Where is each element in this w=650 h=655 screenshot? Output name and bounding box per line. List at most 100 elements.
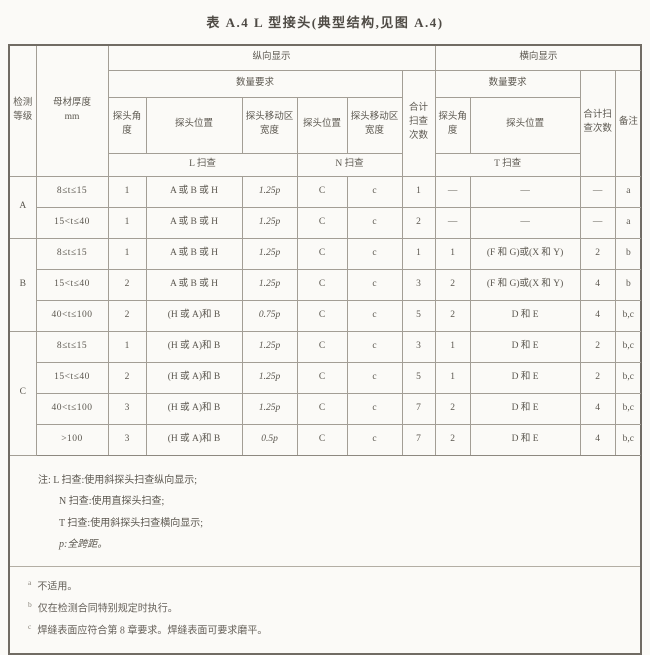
cell-l-angle: 3 <box>107 423 147 456</box>
cell-t-total: 2 <box>579 237 616 270</box>
header-row-4: L 扫查 N 扫查 T 扫查 <box>10 152 641 177</box>
cell-n-width: c <box>346 423 403 456</box>
cell-l-width: 1.25p <box>241 206 298 239</box>
footnote-b: b 仅在检测合同特别规定时执行。 <box>28 597 640 619</box>
cell-l-angle: 2 <box>107 268 147 301</box>
header-probe-angle-t: 探头角度 <box>434 96 471 154</box>
cell-t-total: 4 <box>579 268 616 301</box>
table-row: 15<t≤40 1 A 或 B 或 H 1.25p C c 2 — — — a <box>10 206 642 239</box>
table-row: B 8≤t≤15 1 A 或 B 或 H 1.25p C c 1 1 (F 和 … <box>10 237 642 332</box>
header-total-trans: 合计扫查次数 <box>579 69 616 177</box>
table-notes: 注: L 扫查:使用斜探头扫查纵向显示; N 扫查:使用直探头扫查; T 扫查:… <box>10 456 640 566</box>
cell-l-width: 1.25p <box>241 237 298 270</box>
cell-l-position: (H 或 A)和 B <box>145 299 243 332</box>
header-scan-l: L 扫查 <box>107 152 298 177</box>
cell-n-position: C <box>296 206 348 239</box>
cell-l-total: 1 <box>401 175 436 208</box>
cell-n-width: c <box>346 206 403 239</box>
cell-l-angle: 2 <box>107 361 147 394</box>
header-remark: 备注 <box>614 69 642 177</box>
cell-n-position: C <box>296 175 348 208</box>
cell-t-total: 2 <box>579 361 616 394</box>
cell-n-width: c <box>346 330 403 363</box>
cell-remark: b,c <box>614 330 642 363</box>
cell-t-position: — <box>469 206 581 239</box>
header-quantity-trans: 数量要求 <box>434 69 581 98</box>
cell-n-position: C <box>296 330 348 363</box>
footnote-marker: c <box>28 622 32 632</box>
page-title: 表 A.4 L 型接头(典型结构,见图 A.4) <box>206 15 444 30</box>
cell-l-width: 0.75p <box>241 299 298 332</box>
footnote-marker: b <box>28 599 32 609</box>
cell-level: A <box>10 175 37 239</box>
header-transverse: 横向显示 <box>434 46 642 71</box>
cell-l-width: 1.25p <box>241 268 298 301</box>
table-footnotes: a 不适用。 b 仅在检测合同特别规定时执行。 c 焊缝表面应符合第 8 章要求。焊缝… <box>10 565 640 654</box>
header-quantity-long: 数量要求 <box>107 69 403 98</box>
cell-t-angle: — <box>434 175 471 208</box>
cell-thickness: 40<t≤100 <box>35 299 109 332</box>
footnote-c: c 焊缝表面应符合第 8 章要求。焊缝表面可要求磨平。 <box>28 619 640 641</box>
cell-n-width: c <box>346 175 403 208</box>
cell-thickness: >100 <box>35 423 109 456</box>
table-row: C 8≤t≤15 1 (H 或 A)和 B 1.25p C c 3 1 D 和 … <box>10 330 642 456</box>
cell-l-total: 3 <box>401 268 436 301</box>
cell-l-width: 1.25p <box>241 175 298 208</box>
footnote-text: 焊缝表面应符合第 8 章要求。焊缝表面可要求磨平。 <box>37 625 268 637</box>
cell-remark: a <box>614 175 642 208</box>
cell-t-position: (F 和 G)或(X 和 Y) <box>469 268 581 301</box>
header-probe-width-n: 探头移动区宽度 <box>346 96 403 154</box>
cell-t-total: — <box>579 206 616 239</box>
cell-l-position: A 或 B 或 H <box>145 206 243 239</box>
cell-t-total: 2 <box>579 330 616 363</box>
cell-remark: b,c <box>614 423 642 456</box>
cell-n-width: c <box>346 392 403 425</box>
footnote-a: a 不适用。 <box>28 575 640 597</box>
cell-thickness: 40<t≤100 <box>35 392 109 425</box>
cell-n-width: c <box>346 237 403 270</box>
cell-n-position: C <box>296 268 348 301</box>
cell-l-total: 1 <box>401 237 436 270</box>
cell-l-width: 1.25p <box>241 361 298 394</box>
header-probe-position-t: 探头位置 <box>469 96 581 154</box>
header-thickness-unit: mm <box>64 111 80 122</box>
table-row: 15<t≤40 2 (H 或 A)和 B 1.25p C c 5 1 D 和 E… <box>10 361 642 394</box>
cell-n-width: c <box>346 268 403 301</box>
cell-t-angle: — <box>434 206 471 239</box>
cell-t-position: D 和 E <box>469 330 581 363</box>
header-longitudinal: 纵向显示 <box>107 46 436 71</box>
table-row: 40<t≤100 3 (H 或 A)和 B 1.25p C c 7 2 D 和 … <box>10 392 642 425</box>
cell-l-width: 1.25p <box>241 330 298 363</box>
note-text: L 扫查:使用斜探头扫查纵向显示; <box>53 474 198 486</box>
cell-remark: b,c <box>614 361 642 394</box>
cell-l-total: 2 <box>401 206 436 239</box>
table-sheet: 检测等级 母材厚度 mm 纵向显示 横向显示 数量要求 合计扫查次数 数量要求 … <box>8 44 642 655</box>
header-row-2: 数量要求 合计扫查次数 数量要求 合计扫查次数 备注 <box>10 69 642 177</box>
cell-l-total: 3 <box>401 330 436 363</box>
cell-l-position: A 或 B 或 H <box>145 175 243 208</box>
header-probe-position-n: 探头位置 <box>296 96 348 154</box>
cell-thickness: 15<t≤40 <box>35 361 109 394</box>
header-level: 检测等级 <box>10 46 37 177</box>
cell-n-position: C <box>296 299 348 332</box>
footnote-text: 仅在检测合同特别规定时执行。 <box>37 603 178 615</box>
cell-n-width: c <box>346 299 403 332</box>
header-row-3: 探头角度 探头位置 探头移动区宽度 探头位置 探头移动区宽度 探头角度 探头位置 <box>10 96 641 154</box>
cell-t-total: 4 <box>579 392 616 425</box>
header-total-long: 合计扫查次数 <box>401 69 436 177</box>
cell-l-position: A 或 B 或 H <box>145 237 243 270</box>
cell-n-position: C <box>296 423 348 456</box>
cell-l-position: (H 或 A)和 B <box>145 361 243 394</box>
cell-l-angle: 3 <box>107 392 147 425</box>
cell-l-angle: 1 <box>107 206 147 239</box>
cell-l-position: A 或 B 或 H <box>145 268 243 301</box>
cell-level: C <box>10 330 37 456</box>
footnote-text: 不适用。 <box>37 580 78 592</box>
header-probe-width-l: 探头移动区宽度 <box>241 96 298 154</box>
cell-t-angle: 1 <box>434 330 471 363</box>
header-probe-position-l: 探头位置 <box>145 96 243 154</box>
cell-l-angle: 1 <box>107 175 147 208</box>
footnote-marker: a <box>28 577 32 587</box>
cell-remark: b <box>614 268 642 301</box>
cell-t-position: D 和 E <box>469 299 581 332</box>
